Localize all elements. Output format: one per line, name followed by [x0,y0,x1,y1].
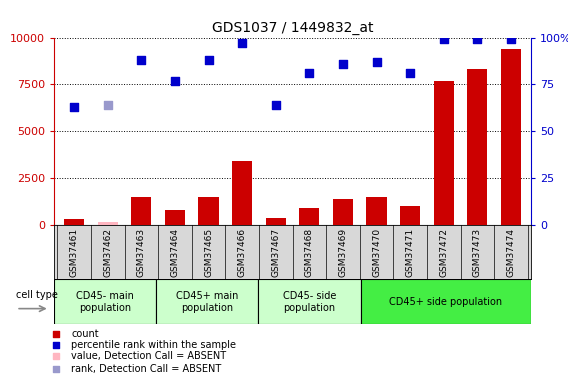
Text: GSM37468: GSM37468 [305,228,314,277]
Bar [366,197,387,225]
Point [473,36,482,42]
Bar [198,197,219,225]
Point [406,70,415,76]
Bar [64,219,84,225]
Point [51,342,60,348]
Point [271,102,280,108]
Bar [165,210,185,225]
Text: cell type: cell type [16,290,58,300]
Text: GSM37474: GSM37474 [507,228,515,277]
Text: GSM37464: GSM37464 [170,228,179,277]
Bar [54,279,156,324]
Text: value, Detection Call = ABSENT: value, Detection Call = ABSENT [71,351,226,361]
Text: CD45+ main
population: CD45+ main population [176,291,239,313]
Point [51,366,60,372]
Text: GSM37473: GSM37473 [473,228,482,277]
Text: percentile rank within the sample: percentile rank within the sample [71,340,236,350]
Text: CD45+ side population: CD45+ side population [389,297,503,307]
Text: GSM37467: GSM37467 [272,228,280,277]
Text: count: count [71,328,99,339]
Point [204,57,213,63]
Point [372,59,381,65]
Point [170,78,179,84]
Text: GSM37462: GSM37462 [103,228,112,277]
Text: rank, Detection Call = ABSENT: rank, Detection Call = ABSENT [71,364,222,374]
Point [51,331,60,337]
Bar [467,69,487,225]
Bar [232,161,252,225]
Text: GSM37469: GSM37469 [339,228,348,277]
Bar [433,81,454,225]
Bar [501,49,521,225]
Bar [333,199,353,225]
Bar [98,222,118,225]
Bar [400,206,420,225]
Point [305,70,314,76]
Point [507,36,516,42]
Bar [361,279,531,324]
Text: GSM37466: GSM37466 [237,228,247,277]
Point [51,354,60,360]
Bar [299,208,319,225]
Text: GSM37463: GSM37463 [137,228,146,277]
Text: CD45- main
population: CD45- main population [76,291,134,313]
Point [103,102,112,108]
Text: GSM37472: GSM37472 [439,228,448,277]
Text: GSM37461: GSM37461 [70,228,78,277]
Text: GSM37471: GSM37471 [406,228,415,277]
Title: GDS1037 / 1449832_at: GDS1037 / 1449832_at [212,21,373,35]
Text: GSM37465: GSM37465 [204,228,213,277]
Bar [156,279,258,324]
Bar [266,217,286,225]
Text: GSM37470: GSM37470 [372,228,381,277]
Point [137,57,146,63]
Bar [131,197,152,225]
Text: CD45- side
population: CD45- side population [283,291,336,313]
Point [339,61,348,67]
Point [439,36,448,42]
Point [237,40,247,46]
Point [69,104,78,110]
Bar [258,279,361,324]
